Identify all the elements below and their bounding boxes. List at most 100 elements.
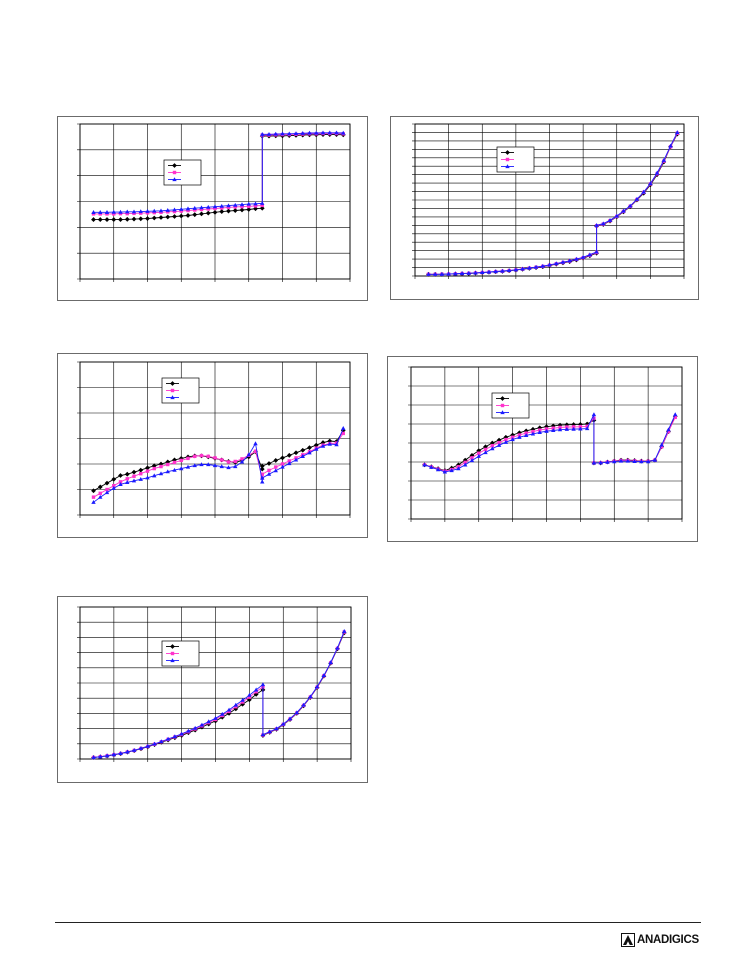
data-point	[341, 426, 346, 430]
data-point	[111, 217, 117, 222]
data-point	[131, 209, 137, 214]
data-point	[172, 460, 177, 465]
data-point	[104, 490, 110, 495]
data-point	[213, 456, 217, 460]
data-point	[193, 208, 197, 212]
data-point	[628, 203, 633, 208]
data-point	[584, 426, 590, 431]
data-point	[159, 464, 163, 469]
legend-swatch-marker	[505, 164, 510, 169]
data-point	[226, 711, 232, 716]
data-point	[634, 196, 640, 201]
data-point	[118, 482, 123, 486]
data-point	[429, 465, 434, 469]
data-point	[560, 259, 566, 264]
data-point	[544, 424, 549, 430]
data-point	[192, 463, 197, 468]
data-point	[280, 131, 285, 136]
data-point	[220, 206, 224, 210]
data-point	[605, 459, 610, 464]
data-point	[186, 208, 190, 213]
legend	[163, 159, 202, 186]
data-point	[112, 483, 116, 488]
data-point	[125, 749, 130, 754]
data-point	[246, 201, 251, 206]
data-point	[530, 431, 536, 436]
data-point	[152, 473, 157, 478]
data-point	[125, 211, 129, 216]
data-point	[104, 210, 110, 214]
data-point	[307, 445, 312, 451]
data-point	[591, 460, 597, 465]
gridlines	[77, 606, 352, 762]
series-line	[93, 133, 344, 215]
data-point	[260, 132, 265, 136]
data-point	[253, 201, 258, 206]
data-point	[145, 465, 150, 471]
legend	[161, 377, 200, 404]
data-point	[273, 468, 278, 473]
data-point	[97, 217, 103, 222]
data-point	[477, 451, 481, 455]
data-point	[506, 268, 512, 273]
series-line	[93, 132, 344, 213]
data-point	[125, 477, 129, 481]
data-point	[247, 204, 251, 209]
data-point	[334, 130, 339, 135]
data-point	[300, 131, 305, 135]
data-point	[98, 210, 103, 214]
data-point	[547, 262, 552, 267]
data-point	[111, 752, 117, 757]
chart-svg-2	[412, 123, 685, 279]
data-point	[172, 214, 177, 219]
data-point	[172, 207, 177, 212]
plot-area-border	[79, 606, 352, 760]
data-point	[675, 130, 680, 135]
data-point	[652, 457, 658, 462]
data-point	[131, 216, 137, 222]
data-point	[470, 456, 474, 460]
data-point	[591, 412, 597, 417]
data-point	[645, 459, 651, 464]
data-point	[632, 459, 637, 464]
logo-text: ANADIGICS	[637, 934, 699, 946]
data-point	[654, 170, 660, 175]
data-point	[226, 460, 231, 464]
data-point	[287, 461, 292, 466]
data-point	[668, 143, 673, 148]
data-point	[456, 462, 461, 468]
data-point	[301, 702, 306, 707]
data-point	[247, 695, 252, 699]
data-point	[463, 462, 468, 467]
series-blue	[426, 130, 680, 276]
data-point	[104, 480, 110, 486]
data-point	[260, 475, 265, 480]
data-point	[480, 270, 485, 275]
data-point	[293, 450, 299, 456]
data-point	[145, 469, 150, 473]
data-point	[490, 443, 494, 448]
legend	[491, 392, 530, 419]
data-point	[233, 459, 237, 464]
data-point	[293, 131, 299, 136]
data-point	[517, 430, 522, 436]
data-point	[578, 426, 583, 431]
series-line	[428, 133, 678, 275]
data-point	[266, 471, 272, 476]
chart-svg-1	[77, 123, 351, 282]
data-point	[486, 269, 492, 274]
chart-svg-5	[77, 606, 352, 762]
series-line	[93, 433, 344, 498]
data-point	[254, 690, 258, 694]
data-point	[314, 684, 320, 689]
data-point	[267, 468, 271, 473]
data-point	[111, 209, 116, 214]
data-point	[253, 204, 258, 208]
data-point	[138, 216, 144, 222]
series-blue	[91, 426, 346, 504]
legend-swatch-marker	[172, 163, 177, 168]
data-point	[220, 458, 224, 462]
data-point	[118, 209, 123, 214]
data-point	[111, 476, 117, 482]
legend-swatch-marker	[500, 403, 505, 408]
